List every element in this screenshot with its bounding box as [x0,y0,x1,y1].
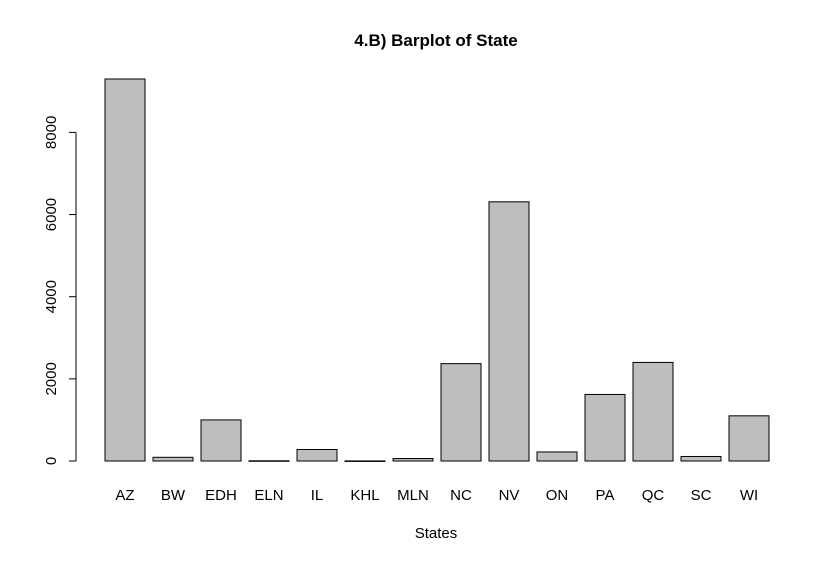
x-tick-label-il: IL [311,487,324,504]
x-tick-label-qc: QC [642,487,665,504]
y-axis: 0 2000 4000 6000 8000 [43,116,77,465]
x-tick-label-bw: BW [161,487,186,504]
x-tick-label-nv: NV [499,487,520,504]
bar-sc [680,455,722,462]
bar-nc [440,363,482,462]
bar-edh [200,419,242,462]
bar-nv [488,201,530,462]
y-tick-label-2000: 2000 [43,362,60,395]
x-tick-label-sc: SC [691,487,712,504]
y-tick-label-0: 0 [43,457,60,465]
bar-mln [392,458,434,462]
chart-title: 4.B) Barplot of State [354,31,517,50]
bar-qc [632,361,674,462]
x-tick-label-az: AZ [115,487,134,504]
x-tick-label-khl: KHL [350,487,379,504]
bar-az [104,78,146,462]
x-tick-label-on: ON [546,487,569,504]
y-tick-label-8000: 8000 [43,116,60,149]
x-tick-label-nc: NC [450,487,472,504]
x-tick-label-mln: MLN [397,487,429,504]
bar-wi [728,415,770,462]
bar-khl [344,460,386,462]
bar-pa [584,393,626,462]
x-axis-title: States [415,525,458,542]
bar-on [536,451,578,462]
bar-eln [248,460,290,462]
x-axis-labels: AZ BW EDH ELN IL KHL MLN NC NV ON PA QC SC WI [115,487,758,504]
x-tick-label-wi: WI [740,487,758,504]
bar-bw [152,456,194,462]
bars-group [104,78,770,462]
x-tick-label-pa: PA [596,487,615,504]
y-tick-label-6000: 6000 [43,198,60,231]
bar-il [296,448,338,462]
x-tick-label-eln: ELN [254,487,283,504]
x-tick-label-edh: EDH [205,487,237,504]
y-tick-label-4000: 4000 [43,280,60,313]
